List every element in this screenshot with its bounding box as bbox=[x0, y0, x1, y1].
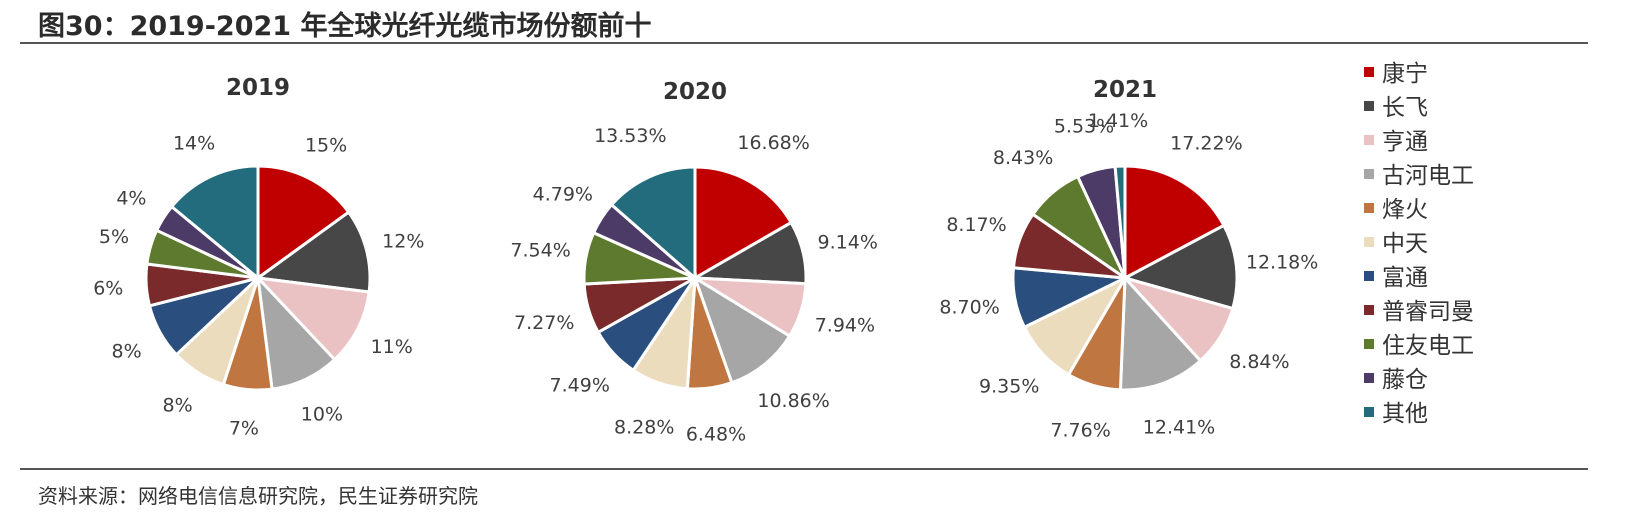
slice-label: 9.35% bbox=[979, 376, 1039, 398]
slice-label: 8.84% bbox=[1229, 351, 1289, 373]
chart-title: 2020 bbox=[663, 79, 727, 105]
legend-swatch bbox=[1364, 305, 1374, 315]
legend-label: 烽火 bbox=[1382, 197, 1428, 223]
slice-label: 4.79% bbox=[533, 183, 593, 205]
slice-label: 11% bbox=[371, 336, 413, 358]
legend-label: 长飞 bbox=[1382, 95, 1428, 121]
pie-slice-古河电工 bbox=[1118, 274, 1203, 392]
legend-label: 亨通 bbox=[1382, 129, 1428, 155]
top-rule bbox=[20, 42, 1588, 44]
pie-slice-长飞 bbox=[254, 210, 372, 294]
legend-label: 中天 bbox=[1382, 231, 1428, 257]
legend-label: 古河电工 bbox=[1382, 163, 1474, 189]
pie-slice-康宁 bbox=[1123, 164, 1226, 281]
bottom-rule bbox=[20, 468, 1588, 470]
slice-label: 16.68% bbox=[737, 132, 809, 154]
slice-label: 8.70% bbox=[939, 297, 999, 319]
slice-label: 5% bbox=[99, 226, 129, 248]
slice-label: 7.27% bbox=[514, 312, 574, 334]
pie-chart-2019: 2019 15% 12% 11% 10% 7% 8% 8% 6% 5% 4% 14% bbox=[93, 75, 424, 439]
slice-label: 14% bbox=[173, 132, 215, 154]
legend-swatch bbox=[1364, 339, 1374, 349]
slice-label: 9.14% bbox=[818, 231, 878, 253]
legend-label: 藤仓 bbox=[1382, 367, 1428, 393]
legend-label: 住友电工 bbox=[1382, 333, 1474, 359]
legend-swatch bbox=[1364, 203, 1374, 213]
legend-swatch bbox=[1364, 101, 1374, 111]
slice-label: 12.41% bbox=[1143, 417, 1215, 439]
legend-swatch bbox=[1364, 237, 1374, 247]
pie-slice-长飞 bbox=[1121, 223, 1239, 311]
chart-title: 2019 bbox=[226, 75, 290, 101]
slice-label: 10% bbox=[301, 404, 343, 426]
chart-title: 2021 bbox=[1093, 77, 1157, 103]
pie-slice-康宁 bbox=[693, 165, 794, 281]
legend-label: 其他 bbox=[1382, 401, 1428, 427]
legend-swatch bbox=[1364, 169, 1374, 179]
slice-label: 10.86% bbox=[757, 390, 829, 412]
slice-label: 8.17% bbox=[946, 214, 1006, 236]
pie-chart-2020: 2020 16.68% 9.14% 7.94% 10.86% 6.48% 8.28%7.49… bbox=[510, 79, 877, 446]
slice-label: 8% bbox=[112, 340, 142, 362]
slice-label: 7% bbox=[229, 417, 259, 439]
legend-swatch bbox=[1364, 135, 1374, 145]
source-note: 资料来源：网络电信信息研究院，民生证券研究院 bbox=[38, 484, 478, 508]
slice-label: 12.18% bbox=[1246, 251, 1318, 273]
slice-label: 7.49% bbox=[550, 375, 610, 397]
slice-label: 8% bbox=[163, 395, 193, 417]
pie-slice-其他 bbox=[169, 164, 260, 282]
legend-swatch bbox=[1364, 271, 1374, 281]
legend-label: 富通 bbox=[1382, 265, 1428, 291]
slice-label: 15% bbox=[305, 134, 347, 156]
pie-slice-康宁 bbox=[256, 164, 351, 281]
figure-title: 图30：2019-2021 年全球光纤光缆市场份额前十 bbox=[38, 11, 652, 42]
slice-label: 8.43% bbox=[993, 147, 1053, 169]
slice-label: 13.53% bbox=[594, 125, 666, 147]
slice-label: 5.53% bbox=[1054, 115, 1114, 137]
slice-label: 4% bbox=[116, 188, 146, 210]
legend-swatch bbox=[1364, 407, 1374, 417]
pie-chart-2021: 2021 17.22% 12.18% 8.84% 12.41% 7.76% 9.35% 8.7… bbox=[939, 77, 1318, 442]
slice-label: 17.22% bbox=[1170, 133, 1242, 155]
slice-label: 7.76% bbox=[1050, 420, 1110, 442]
slice-label: 7.94% bbox=[815, 315, 875, 337]
legend-swatch bbox=[1364, 373, 1374, 383]
legend-swatch bbox=[1364, 67, 1374, 77]
slice-label: 6.48% bbox=[686, 424, 746, 446]
legend-label: 普睿司曼 bbox=[1382, 299, 1474, 325]
slice-label: 6% bbox=[93, 277, 123, 299]
pie-slice-其他 bbox=[1113, 164, 1127, 279]
slice-label: 1.41% bbox=[1088, 110, 1148, 132]
legend-label: 康宁 bbox=[1382, 61, 1428, 87]
slice-label: 7.54% bbox=[510, 240, 570, 262]
pie-slice-其他 bbox=[609, 165, 697, 282]
slice-label: 12% bbox=[382, 231, 424, 253]
slice-label: 8.28% bbox=[614, 417, 674, 439]
